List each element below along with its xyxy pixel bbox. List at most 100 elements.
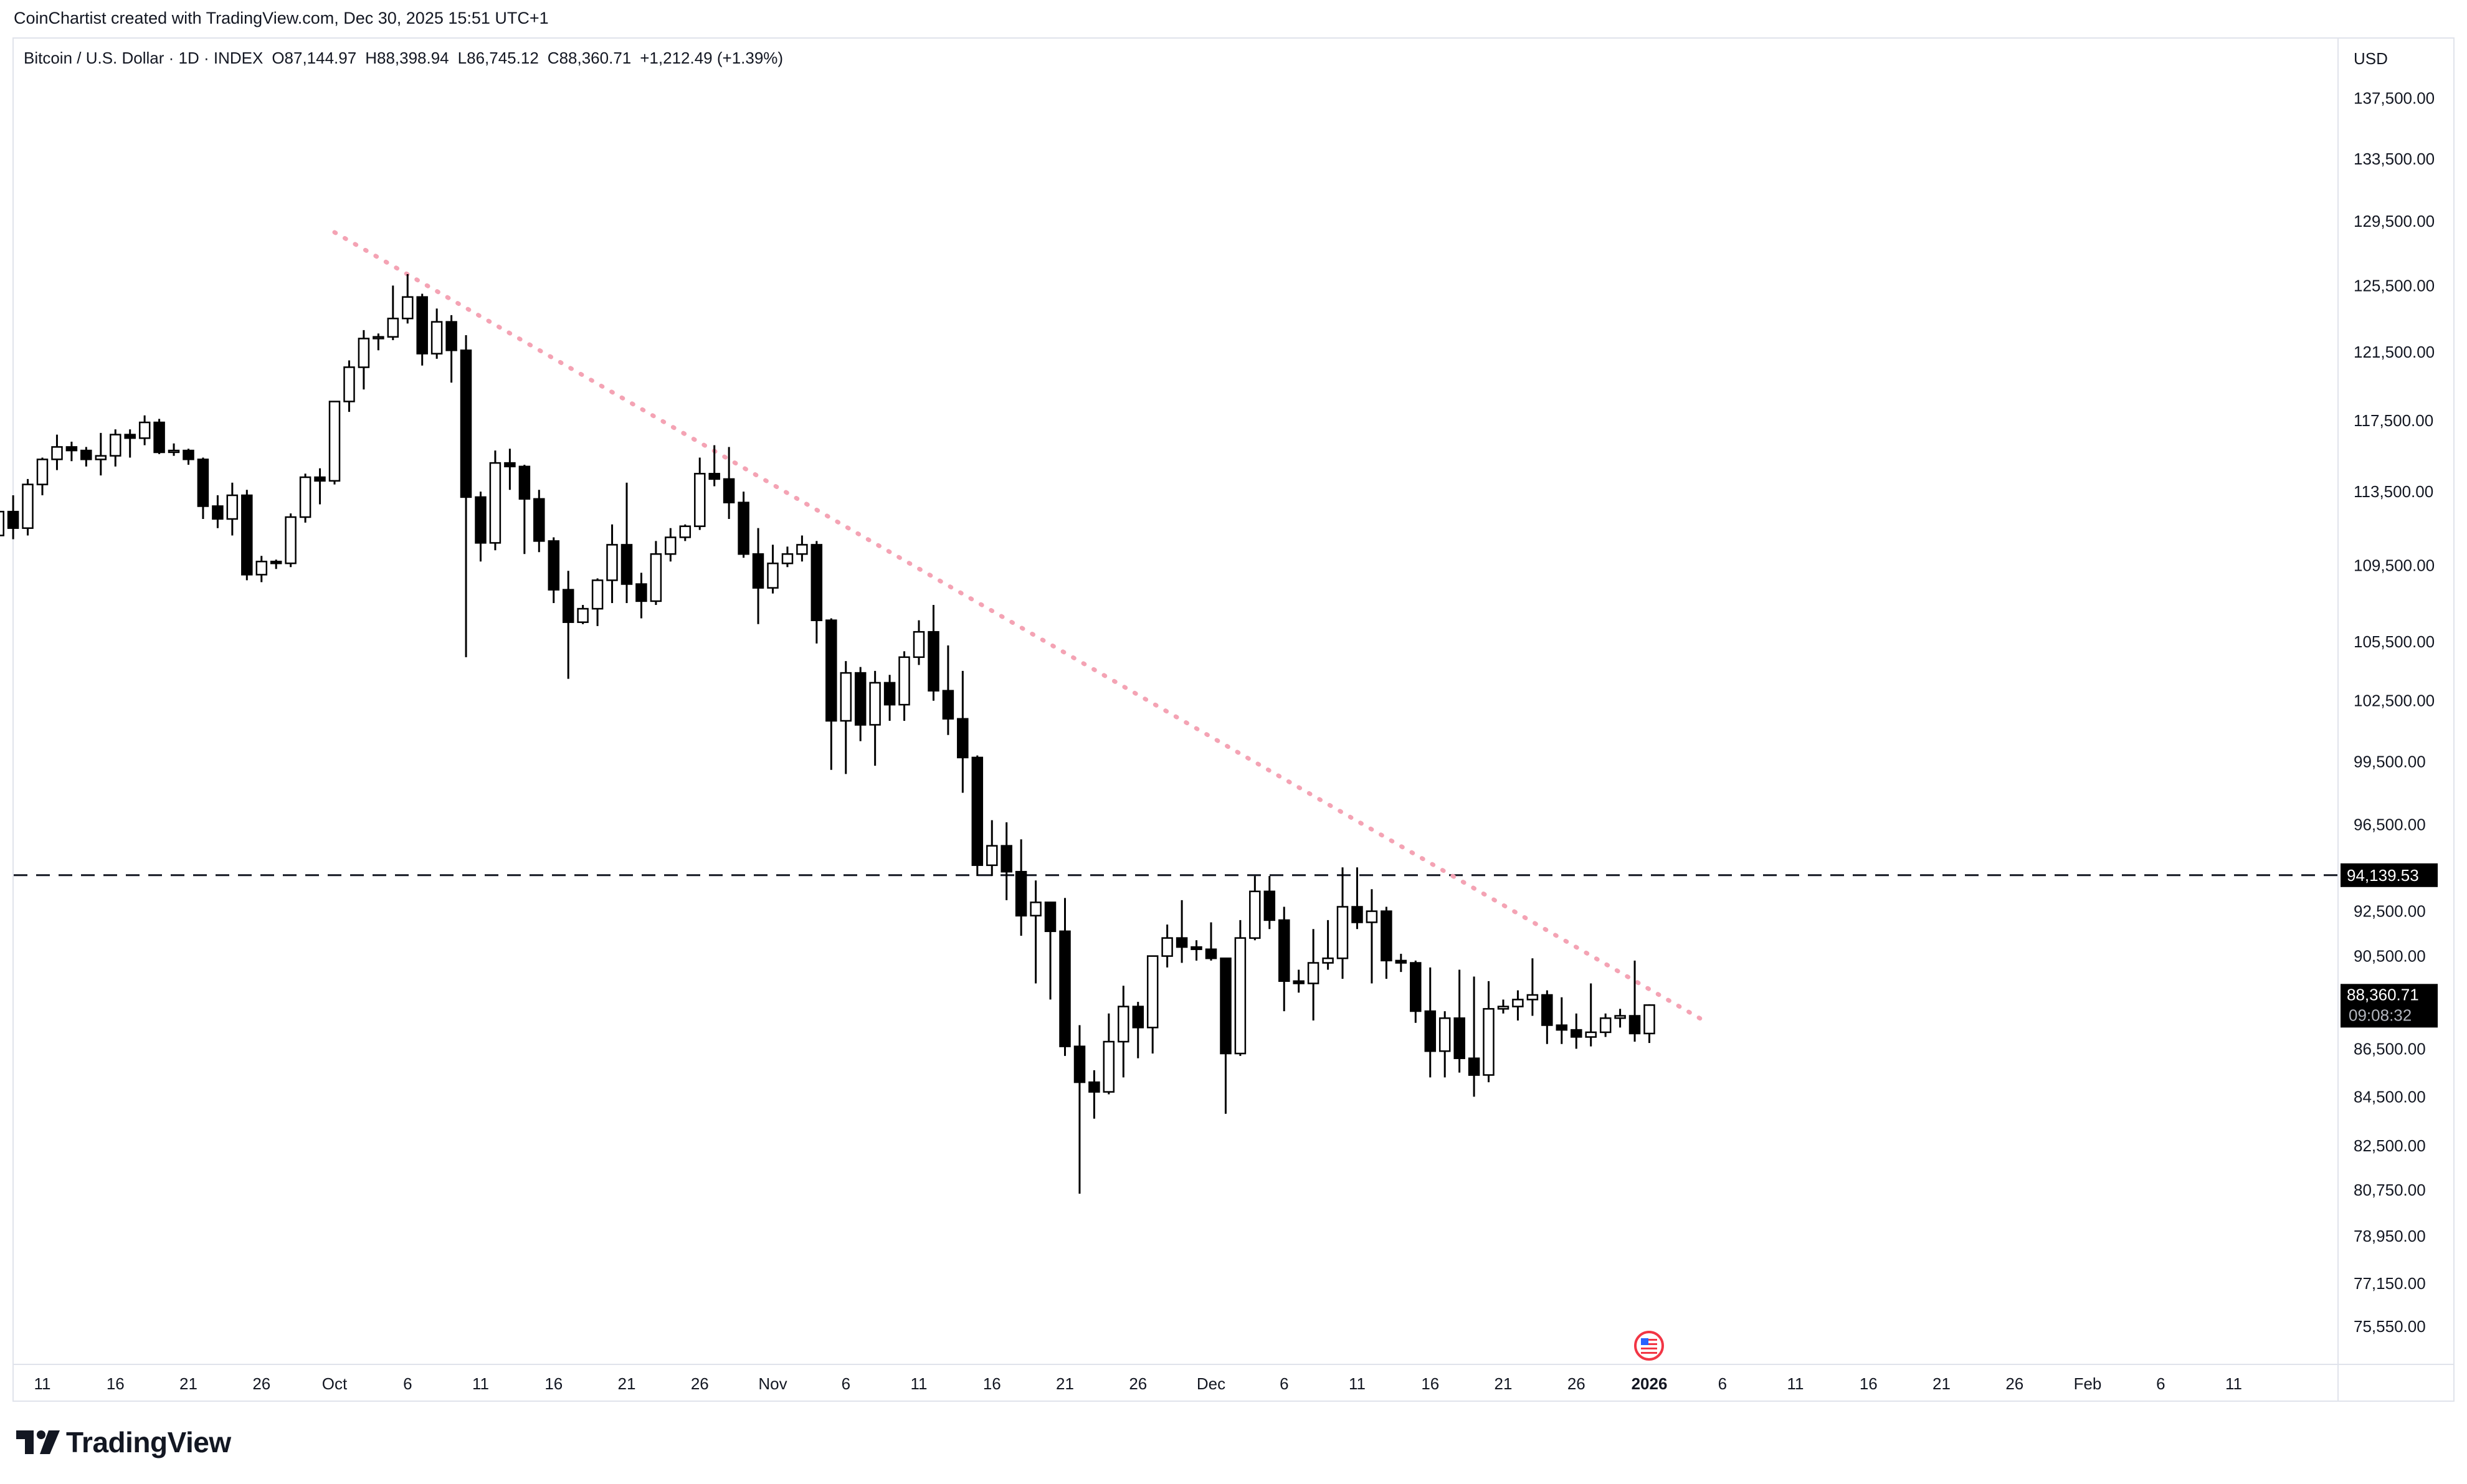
candle[interactable] [854, 667, 867, 741]
candle[interactable] [1585, 983, 1597, 1047]
candle[interactable] [1220, 957, 1232, 1114]
candle[interactable] [1381, 906, 1392, 979]
candle[interactable] [1015, 839, 1027, 936]
candle[interactable] [898, 651, 910, 721]
candle[interactable] [328, 401, 341, 485]
candle[interactable] [548, 537, 560, 603]
candle[interactable] [518, 464, 531, 554]
candle[interactable] [504, 449, 516, 490]
candle[interactable] [1410, 960, 1422, 1023]
candle[interactable] [1351, 867, 1363, 930]
candle[interactable] [1146, 955, 1159, 1054]
candle[interactable] [1205, 922, 1217, 961]
candle[interactable] [1556, 997, 1568, 1044]
candle[interactable] [1278, 906, 1290, 1012]
candle[interactable] [285, 513, 297, 568]
candle[interactable] [1176, 900, 1188, 963]
candle[interactable] [0, 505, 4, 545]
candle[interactable] [1307, 929, 1319, 1021]
candle[interactable] [183, 449, 194, 465]
candle[interactable] [51, 434, 63, 470]
candle[interactable] [1395, 953, 1407, 973]
candle[interactable] [1438, 1011, 1451, 1078]
candle[interactable] [226, 482, 239, 536]
candle[interactable] [533, 490, 545, 553]
candle[interactable] [387, 285, 399, 341]
candle[interactable] [212, 495, 224, 528]
candle[interactable] [1571, 1013, 1582, 1049]
candle[interactable] [1497, 999, 1509, 1014]
candle[interactable] [1424, 967, 1437, 1078]
candle[interactable] [1643, 1004, 1655, 1044]
candle[interactable] [1191, 940, 1202, 961]
candle[interactable] [1336, 867, 1349, 979]
candle[interactable] [1541, 990, 1553, 1044]
legend-symbol[interactable]: Bitcoin / U.S. Dollar · 1D · INDEX [24, 49, 264, 67]
candle[interactable] [562, 571, 574, 679]
candle[interactable] [299, 473, 311, 523]
candle[interactable] [430, 308, 443, 359]
candle[interactable] [110, 429, 121, 467]
candle[interactable] [650, 541, 662, 606]
candle[interactable] [928, 605, 939, 701]
candle[interactable] [168, 443, 180, 456]
candle[interactable] [971, 755, 984, 877]
descending-trendline[interactable] [332, 230, 1710, 1025]
us-flag-event-icon[interactable] [1634, 1331, 1664, 1361]
candle[interactable] [1001, 822, 1012, 900]
candle[interactable] [635, 573, 647, 619]
candle[interactable] [825, 618, 837, 770]
candle[interactable] [489, 450, 501, 551]
candle[interactable] [694, 457, 706, 530]
candle[interactable] [767, 545, 779, 594]
candle[interactable] [1628, 960, 1641, 1042]
candle[interactable] [197, 457, 209, 519]
candle[interactable] [1599, 1013, 1612, 1037]
candle[interactable] [138, 415, 151, 445]
currency-label[interactable]: USD [2354, 49, 2388, 68]
candle[interactable] [606, 524, 618, 603]
candle[interactable] [796, 535, 808, 562]
candle[interactable] [270, 559, 282, 569]
candle[interactable] [1234, 920, 1247, 1056]
candle[interactable] [22, 478, 34, 536]
candle[interactable] [1483, 981, 1495, 1083]
candle[interactable] [1161, 925, 1173, 968]
candle[interactable] [153, 419, 165, 454]
candle[interactable] [1073, 1025, 1086, 1194]
candle[interactable] [723, 447, 735, 519]
candle[interactable] [314, 468, 326, 505]
candle[interactable] [416, 293, 428, 366]
chart-panel[interactable] [12, 37, 2455, 1402]
candle[interactable] [373, 333, 384, 351]
candle[interactable] [1366, 889, 1378, 984]
candle[interactable] [1103, 1013, 1115, 1095]
candle[interactable] [1293, 969, 1305, 993]
price-axis[interactable]: 137,500.00 133,500.00 129,500.00 125,500.00… [2354, 89, 2435, 1336]
candle[interactable] [577, 605, 589, 624]
candle[interactable] [80, 447, 92, 467]
candle[interactable] [36, 457, 49, 495]
candle[interactable] [1118, 986, 1129, 1078]
candle[interactable] [241, 490, 253, 581]
candle[interactable] [752, 528, 764, 624]
candle[interactable] [475, 492, 487, 562]
candle[interactable] [1044, 901, 1057, 1000]
candle[interactable] [7, 495, 19, 540]
candle[interactable] [255, 556, 268, 583]
candle[interactable] [679, 524, 692, 541]
candle[interactable] [1526, 958, 1539, 1016]
candle[interactable] [942, 645, 954, 735]
candle[interactable] [986, 820, 998, 877]
time-axis[interactable]: 11 16 21 26 Oct 6 11 16 21 26 Nov 6 11 16 21 26 Dec 6 11 16… [34, 1374, 2243, 1393]
candle[interactable] [620, 482, 633, 603]
tradingview-logo[interactable]: TradingView [16, 1426, 231, 1458]
candle[interactable] [1512, 990, 1524, 1021]
candle[interactable] [1030, 880, 1042, 984]
candle[interactable] [957, 670, 969, 793]
candle[interactable] [1088, 1070, 1100, 1119]
candle[interactable] [65, 441, 78, 462]
candle[interactable] [1614, 1009, 1626, 1028]
candle[interactable] [358, 330, 370, 390]
candle[interactable] [124, 429, 136, 458]
